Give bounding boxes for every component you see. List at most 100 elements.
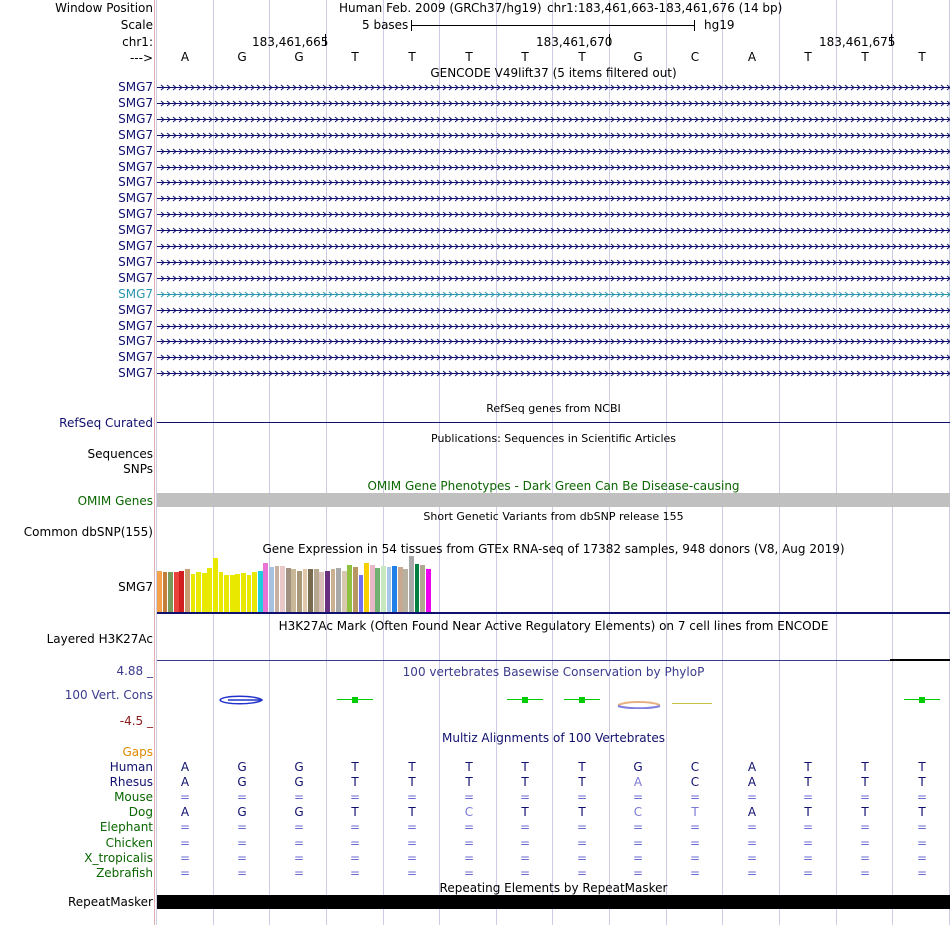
species-label[interactable]: X_tropicalis xyxy=(84,851,153,865)
omim-gene-bar[interactable] xyxy=(157,493,950,507)
gtex-bar[interactable] xyxy=(386,567,392,612)
gtex-bar[interactable] xyxy=(297,571,302,612)
dbsnp-label[interactable]: Common dbSNP(155) xyxy=(23,525,153,539)
gene-label[interactable]: SMG7 xyxy=(118,366,153,380)
gene-transcript-line[interactable] xyxy=(157,368,950,379)
gene-transcript-line[interactable] xyxy=(157,305,950,316)
gene-label[interactable]: SMG7 xyxy=(118,112,153,126)
gtex-bar[interactable] xyxy=(347,565,353,612)
gtex-bar[interactable] xyxy=(224,575,229,612)
gene-label[interactable]: SMG7 xyxy=(118,271,153,285)
gene-transcript-line[interactable] xyxy=(157,225,950,236)
omim-label[interactable]: OMIM Genes xyxy=(77,494,153,508)
gtex-bar[interactable] xyxy=(241,573,246,612)
gene-label[interactable]: SMG7 xyxy=(118,255,153,269)
species-label[interactable]: Dog xyxy=(128,805,153,819)
gtex-bar-chart[interactable] xyxy=(157,556,537,612)
gtex-bar[interactable] xyxy=(201,573,207,612)
gtex-bar[interactable] xyxy=(213,558,218,612)
multiz-gaps-label[interactable]: Gaps xyxy=(122,745,153,759)
gene-label[interactable]: SMG7 xyxy=(118,96,153,110)
gtex-bar[interactable] xyxy=(403,569,409,612)
gene-label[interactable]: SMG7 xyxy=(118,207,153,221)
refseq-gene-line[interactable] xyxy=(157,422,950,423)
gtex-bar[interactable] xyxy=(196,572,201,612)
gene-transcript-line[interactable] xyxy=(157,130,950,141)
gene-label[interactable]: SMG7 xyxy=(118,223,153,237)
gene-label[interactable]: SMG7 xyxy=(118,160,153,174)
gene-label[interactable]: SMG7 xyxy=(118,175,153,189)
h3k27ac-label[interactable]: Layered H3K27Ac xyxy=(46,632,153,646)
gtex-bar[interactable] xyxy=(252,572,257,612)
gtex-bar[interactable] xyxy=(420,565,425,612)
repeatmasker-label[interactable]: RepeatMasker xyxy=(67,895,153,909)
gtex-bar[interactable] xyxy=(291,569,297,612)
species-label[interactable]: Rhesus xyxy=(109,775,153,789)
gtex-bar[interactable] xyxy=(330,569,336,612)
gtex-bar[interactable] xyxy=(257,571,263,612)
gtex-bar[interactable] xyxy=(308,569,313,612)
gtex-bar[interactable] xyxy=(336,568,341,612)
gene-label[interactable]: SMG7 xyxy=(118,144,153,158)
publications-label-sequences[interactable]: Sequences xyxy=(87,447,153,461)
gtex-bar[interactable] xyxy=(325,571,330,612)
gtex-bar[interactable] xyxy=(364,563,369,612)
gtex-bar[interactable] xyxy=(280,566,285,612)
gtex-bar[interactable] xyxy=(246,575,252,612)
gene-transcript-line[interactable] xyxy=(157,352,950,363)
gtex-bar[interactable] xyxy=(168,572,173,612)
gene-transcript-line[interactable] xyxy=(157,273,950,284)
gene-transcript-line[interactable] xyxy=(157,82,950,93)
gene-label[interactable]: SMG7 xyxy=(118,128,153,142)
gtex-bar[interactable] xyxy=(173,572,179,612)
gtex-bar[interactable] xyxy=(162,572,168,612)
phylop-label[interactable]: 100 Vert. Cons xyxy=(64,688,153,702)
species-label[interactable]: Mouse xyxy=(114,790,153,804)
gene-transcript-line[interactable] xyxy=(157,193,950,204)
gtex-bar[interactable] xyxy=(381,566,386,612)
gene-transcript-line[interactable] xyxy=(157,114,950,125)
gtex-bar[interactable] xyxy=(397,567,403,612)
gtex-bar[interactable] xyxy=(263,563,269,612)
publications-label-snps[interactable]: SNPs xyxy=(123,462,153,476)
gene-label[interactable]: SMG7 xyxy=(118,287,153,301)
gene-label[interactable]: SMG7 xyxy=(118,239,153,253)
gtex-bar[interactable] xyxy=(207,568,213,612)
gene-label[interactable]: SMG7 xyxy=(118,319,153,333)
gene-transcript-line[interactable] xyxy=(157,289,950,300)
gene-label[interactable]: SMG7 xyxy=(118,303,153,317)
gtex-bar[interactable] xyxy=(392,566,397,612)
species-label[interactable]: Zebrafish xyxy=(96,866,153,880)
gtex-bar[interactable] xyxy=(375,568,381,612)
gtex-bar[interactable] xyxy=(269,567,274,612)
gtex-bar[interactable] xyxy=(274,566,280,612)
gene-transcript-line[interactable] xyxy=(157,321,950,332)
gtex-bar[interactable] xyxy=(358,575,364,612)
gene-transcript-line[interactable] xyxy=(157,209,950,220)
gene-transcript-line[interactable] xyxy=(157,336,950,347)
gtex-bar[interactable] xyxy=(157,571,162,612)
gtex-bar[interactable] xyxy=(414,564,420,612)
gtex-bar[interactable] xyxy=(425,569,431,612)
gtex-bar[interactable] xyxy=(179,571,185,612)
gene-transcript-line[interactable] xyxy=(157,146,950,157)
gtex-bar[interactable] xyxy=(229,575,235,612)
gtex-bar[interactable] xyxy=(409,556,414,612)
gene-transcript-line[interactable] xyxy=(157,177,950,188)
gene-label[interactable]: SMG7 xyxy=(118,80,153,94)
species-label[interactable]: Elephant xyxy=(99,820,153,834)
species-label[interactable]: Chicken xyxy=(105,836,153,850)
gtex-bar[interactable] xyxy=(353,567,358,612)
gtex-bar[interactable] xyxy=(218,572,224,612)
gene-label[interactable]: SMG7 xyxy=(118,191,153,205)
gtex-bar[interactable] xyxy=(319,572,325,612)
refseq-label[interactable]: RefSeq Curated xyxy=(59,416,153,430)
gtex-bar[interactable] xyxy=(285,568,291,612)
gtex-bar[interactable] xyxy=(341,571,347,612)
gene-transcript-line[interactable] xyxy=(157,257,950,268)
gene-transcript-line[interactable] xyxy=(157,98,950,109)
gene-transcript-line[interactable] xyxy=(157,241,950,252)
gtex-bar[interactable] xyxy=(302,569,308,612)
gtex-bar[interactable] xyxy=(313,569,319,612)
